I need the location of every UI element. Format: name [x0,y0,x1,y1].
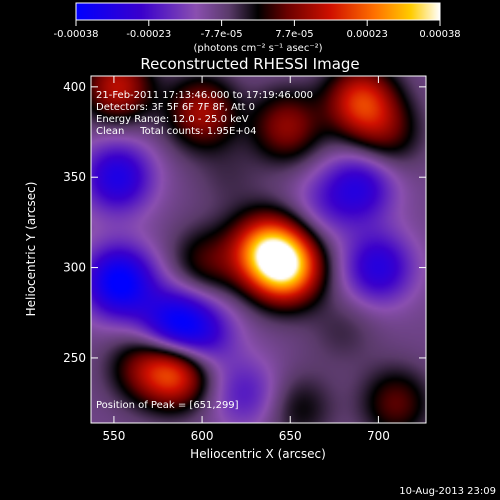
x-tick-label: 550 [102,429,125,443]
y-tick-label: 400 [63,80,86,94]
heatmap-image [91,76,426,423]
x-tick-label: 700 [367,429,390,443]
plot-frame [90,75,427,424]
x-tick-label: 650 [279,429,302,443]
colorbar-units-label: (photons cm⁻² s⁻¹ asec⁻²) [193,43,322,54]
y-axis-label: Heliocentric Y (arcsec) [24,182,38,317]
colorbar-tick-label: 0.00023 [347,29,388,40]
colorbar-gradient [75,2,441,21]
annotation-method-counts: Clean Total counts: 1.95E+04 [96,126,256,137]
annotation-detectors: Detectors: 3F 5F 6F 7F 8F, Att 0 [96,102,255,113]
annotation-time-range: 21-Feb-2011 17:13:46.000 to 17:19:46.000 [96,90,313,101]
colorbar-tick-label: 7.7e-05 [275,29,313,40]
chart-title: Reconstructed RHESSI Image [140,55,359,73]
x-axis-label: Heliocentric X (arcsec) [190,447,326,461]
colorbar-tick-label: -0.00038 [54,29,99,40]
colorbar-tick-label: 0.00038 [419,29,460,40]
colorbar-ticks: -0.00038 -0.00023 -7.7e-05 7.7e-05 0.00023 0.… [54,20,461,40]
y-tick-label: 350 [63,170,86,184]
x-tick-label: 600 [191,429,214,443]
peak-position-label: Position of Peak = [651,299] [96,400,239,411]
colorbar-tick-label: -7.7e-05 [201,29,243,40]
colorbar: -0.00038 -0.00023 -7.7e-05 7.7e-05 0.00023 0.… [54,2,461,54]
axis-ticks: 550 600 650 700 250 300 350 400 [63,76,426,443]
y-tick-label: 250 [63,351,86,365]
info-annotations: 21-Feb-2011 17:13:46.000 to 17:19:46.000… [96,90,313,137]
footer-timestamp: 10-Aug-2013 23:09 [399,486,496,497]
annotation-energy-range: Energy Range: 12.0 - 25.0 keV [96,114,249,125]
plot-area: 550 600 650 700 250 300 350 400 21-Feb-2011 17:… [63,75,427,443]
y-tick-label: 300 [63,261,86,275]
colorbar-tick-label: -0.00023 [126,29,171,40]
